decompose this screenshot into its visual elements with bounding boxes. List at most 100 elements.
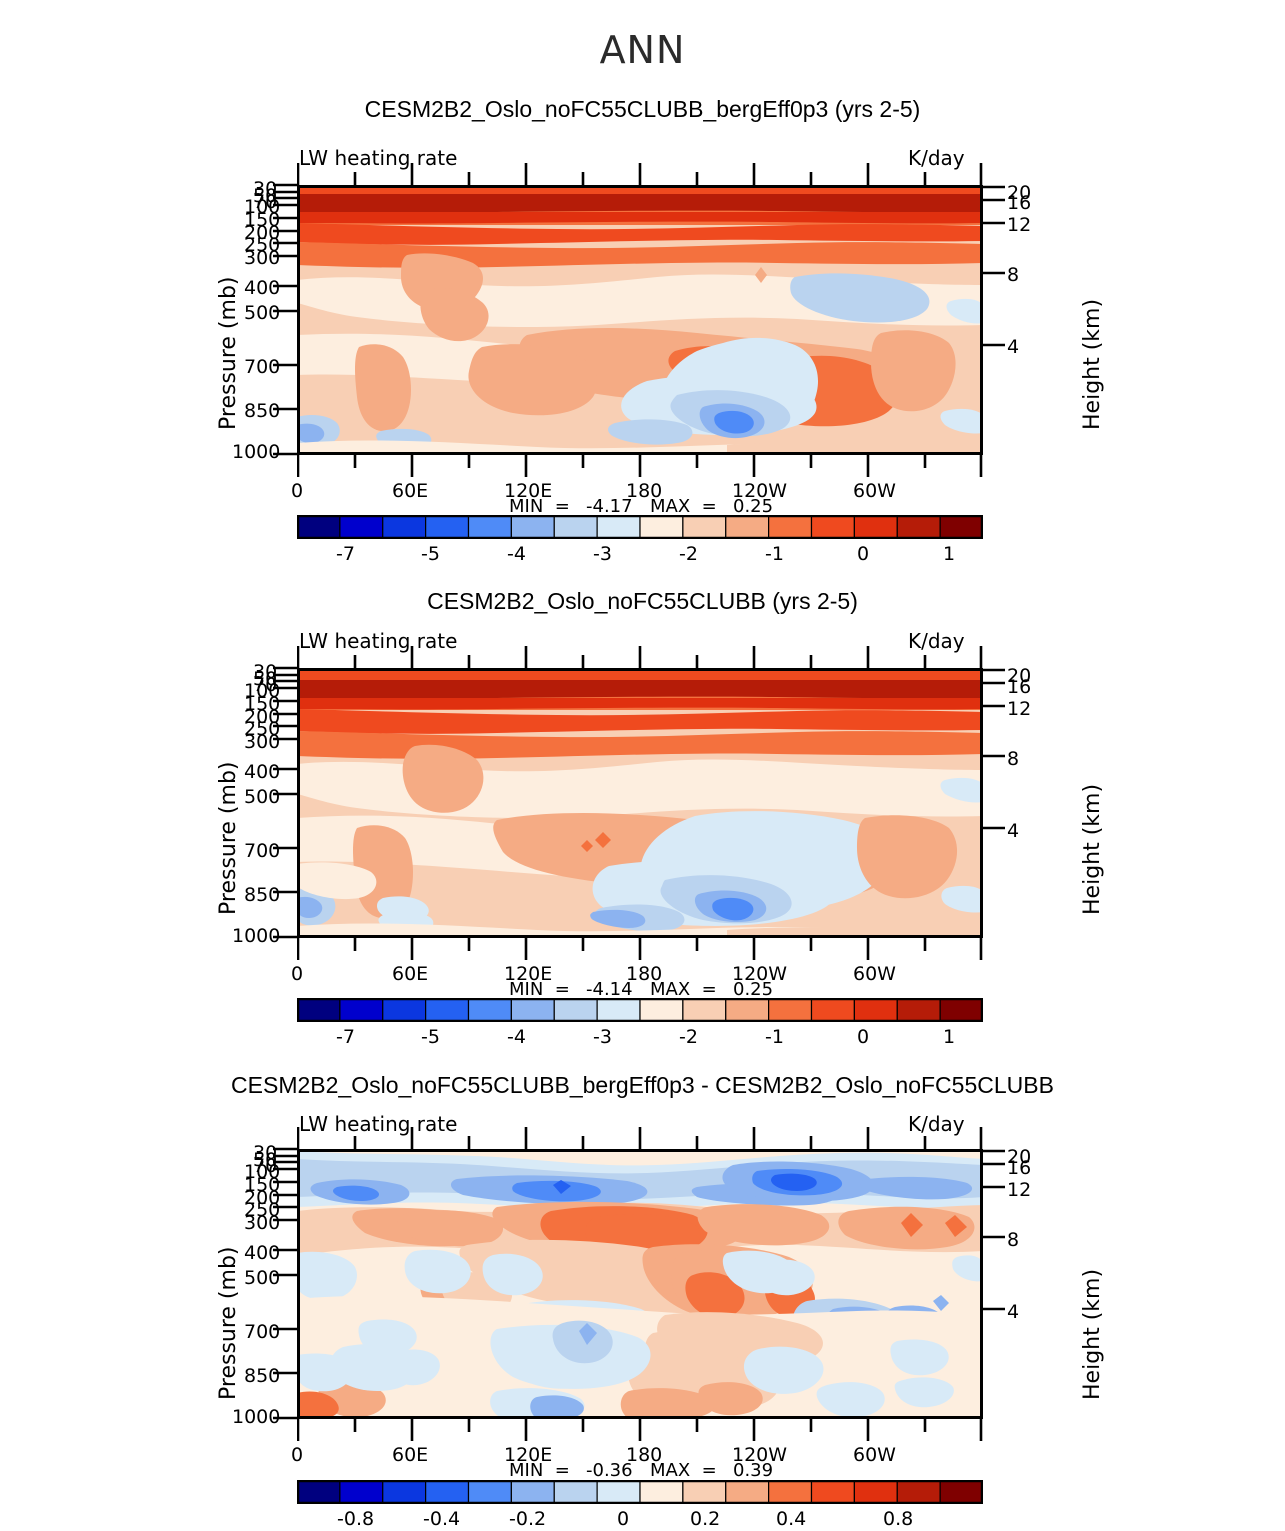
panel-2-height-tick-8: 8	[1007, 748, 1020, 770]
panel-1-bottom-xticks	[297, 455, 983, 477]
panel-1-colorbar[interactable]	[297, 515, 983, 539]
colorbar-cell	[853, 515, 898, 539]
panel-1-cbar-tick--1: -1	[765, 543, 784, 565]
panel-3-max-label: MAX =	[650, 1460, 717, 1481]
panel-3-height-tick-16: 16	[1007, 1157, 1032, 1179]
panel-1-ytick-850: 850	[244, 400, 281, 422]
colorbar-cell	[682, 515, 727, 539]
panel-3-xtick-60W: 60W	[853, 1444, 896, 1466]
panel-3-ytick-50: 50	[253, 1149, 278, 1171]
panel-3-xtick-60E: 60E	[392, 1444, 429, 1466]
panel-1-plot	[297, 185, 983, 455]
colorbar-cell	[382, 998, 427, 1022]
panel-1-xtick-60W: 60W	[853, 480, 896, 502]
panel-2-ytick-850: 850	[244, 884, 281, 906]
panel-3-title: CESM2B2_Oslo_noFC55CLUBB_bergEff0p3 - CE…	[231, 1072, 1054, 1098]
panel-2-max-label: MAX =	[650, 979, 717, 1000]
panel-2-ytick-300: 300	[244, 731, 281, 753]
panel-2-ytick-100: 100	[244, 680, 281, 702]
colorbar-cell	[553, 998, 598, 1022]
panel-3-cbar-tick-0: 0	[617, 1508, 630, 1530]
panel-1-title: CESM2B2_Oslo_noFC55CLUBB_bergEff0p3 (yrs…	[364, 96, 921, 122]
colorbar-cell	[939, 998, 983, 1022]
panel-3-cbar-tick--0.8: -0.8	[337, 1508, 375, 1530]
panel-2-xtick-60E: 60E	[392, 963, 429, 985]
panel-3-units-label: K/day	[908, 1112, 965, 1136]
panel-2-pressure-axis-title: Pressure (mb)	[216, 761, 241, 916]
colorbar-cell	[639, 1480, 684, 1504]
panel-3-ytick-300: 300	[244, 1212, 281, 1234]
colorbar-cell	[425, 515, 470, 539]
panel-1-ytick-500: 500	[244, 302, 281, 324]
panel-2-ytick-400: 400	[244, 761, 281, 783]
panel-1-height-tick-4: 4	[1007, 336, 1020, 358]
panel-1-height-tick-16: 16	[1007, 192, 1032, 214]
panel-2-xtick-120E: 120E	[504, 963, 553, 985]
panel-2-height-tick-4: 4	[1007, 820, 1020, 842]
panel-2-ytick-1000: 1000	[232, 925, 281, 947]
colorbar-cell	[853, 998, 898, 1022]
panel-2-cbar-tick--4: -4	[507, 1026, 526, 1048]
panel-2-ytick-150: 150	[244, 693, 281, 715]
panel-3-ytick-500: 500	[244, 1267, 281, 1289]
colorbar-cell	[725, 515, 770, 539]
colorbar-cell	[553, 515, 598, 539]
colorbar-cell	[382, 1480, 427, 1504]
panel-2-field-label: LW heating rate	[299, 629, 458, 653]
panel-2-max-value: 0.25	[733, 979, 774, 1000]
panel-1-cbar-tick--4: -4	[507, 543, 526, 565]
panel-2-height-tick-20: 20	[1007, 665, 1032, 687]
colorbar-cell	[939, 1480, 983, 1504]
panel-3-ytick-1000: 1000	[232, 1406, 281, 1428]
colorbar-cell	[810, 998, 855, 1022]
panel-1-cbar-tick--2: -2	[679, 543, 698, 565]
colorbar-cell	[896, 998, 941, 1022]
panel-2-ytick-500: 500	[244, 786, 281, 808]
panel-3-xtick-180: 180	[626, 1444, 663, 1466]
colorbar-cell	[768, 998, 813, 1022]
panel-1-height-tick-8: 8	[1007, 264, 1020, 286]
panel-2-xtick-180: 180	[626, 963, 663, 985]
panel-1-ytick-700: 700	[244, 356, 281, 378]
colorbar-cell	[768, 1480, 813, 1504]
panel-1-min-value: -4.17	[586, 496, 633, 517]
colorbar-cell	[896, 515, 941, 539]
panel-2-height-axis-title: Height (km)	[1080, 783, 1105, 915]
panel-2-plot	[297, 668, 983, 938]
colorbar-cell	[896, 1480, 941, 1504]
panel-1-field-label: LW heating rate	[299, 146, 458, 170]
panel-3-colorbar[interactable]	[297, 1480, 983, 1504]
panel-3-plot	[297, 1149, 983, 1419]
panel-3-xtick-120W: 120W	[732, 1444, 788, 1466]
panel-1-ytick-100: 100	[244, 196, 281, 218]
panel-1-right-ticks	[983, 185, 1005, 347]
panel-2-colorbar[interactable]	[297, 998, 983, 1022]
panel-3-cbar-tick--0.2: -0.2	[509, 1508, 547, 1530]
panel-3-height-axis-title: Height (km)	[1080, 1268, 1105, 1400]
panel-2-ytick-50: 50	[253, 668, 278, 690]
panel-3-min-value: -0.36	[586, 1460, 633, 1481]
colorbar-cell	[682, 998, 727, 1022]
panel-2-ytick-700: 700	[244, 840, 281, 862]
panel-2-min-label: MIN =	[509, 979, 570, 1000]
panel-2-ytick-250: 250	[244, 718, 281, 740]
panel-3-ytick-100: 100	[244, 1161, 281, 1183]
panel-1-cbar-tick-1: 1	[943, 543, 956, 565]
panel-1-ytick-30: 30	[253, 178, 278, 200]
panel-1-ytick-250: 250	[244, 234, 281, 256]
panel-3-ytick-200: 200	[244, 1187, 281, 1209]
panel-1-ytick-1000: 1000	[232, 441, 281, 463]
panel-1-ytick-200: 200	[244, 222, 281, 244]
panel-2-ytick-200: 200	[244, 706, 281, 728]
panel-2-xtick-0: 0	[291, 963, 304, 985]
colorbar-cell	[510, 515, 555, 539]
panel-1-height-tick-12: 12	[1007, 214, 1032, 236]
panel-2-title: CESM2B2_Oslo_noFC55CLUBB (yrs 2-5)	[427, 588, 858, 614]
panel-1-xtick-60E: 60E	[392, 480, 429, 502]
panel-2-height-tick-12: 12	[1007, 698, 1032, 720]
colorbar-cell	[768, 515, 813, 539]
colorbar-cell	[639, 998, 684, 1022]
panel-2-top-xticks	[297, 646, 983, 668]
panel-2-right-ticks	[983, 668, 1005, 830]
panel-3-field-label: LW heating rate	[299, 1112, 458, 1136]
